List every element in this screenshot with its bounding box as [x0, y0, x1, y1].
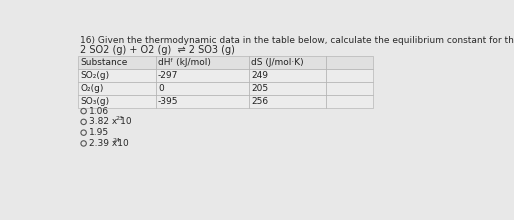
- Bar: [78, 82, 156, 95]
- Bar: [156, 56, 249, 69]
- Bar: [249, 82, 326, 95]
- Bar: [326, 56, 373, 69]
- Bar: [156, 69, 249, 82]
- Bar: [326, 82, 373, 95]
- Text: 249: 249: [251, 71, 268, 80]
- Text: dHᶠ (kJ/mol): dHᶠ (kJ/mol): [158, 58, 211, 67]
- Text: 1.06: 1.06: [89, 107, 109, 116]
- Bar: [78, 95, 156, 108]
- Bar: [156, 82, 249, 95]
- Bar: [78, 56, 156, 69]
- Text: SO₃(g): SO₃(g): [81, 97, 109, 106]
- Text: 0: 0: [158, 84, 164, 93]
- Text: 256: 256: [251, 97, 268, 106]
- Text: 1.95: 1.95: [89, 128, 109, 137]
- Text: 23: 23: [116, 116, 123, 121]
- Text: -395: -395: [158, 97, 178, 106]
- Text: 16) Given the thermodynamic data in the table below, calculate the equilibrium c: 16) Given the thermodynamic data in the …: [80, 36, 514, 45]
- Bar: [78, 69, 156, 82]
- Bar: [326, 69, 373, 82]
- Bar: [326, 95, 373, 108]
- Bar: [249, 95, 326, 108]
- Text: O₂(g): O₂(g): [81, 84, 104, 93]
- Bar: [249, 56, 326, 69]
- Text: 205: 205: [251, 84, 268, 93]
- Text: SO₂(g): SO₂(g): [81, 71, 109, 80]
- Bar: [249, 69, 326, 82]
- Text: 2.39 x10: 2.39 x10: [89, 139, 129, 148]
- Text: -297: -297: [158, 71, 178, 80]
- Text: Substance: Substance: [81, 58, 128, 67]
- Text: dS (J/mol·K): dS (J/mol·K): [251, 58, 304, 67]
- Text: 3.82 x 10: 3.82 x 10: [89, 117, 132, 126]
- Text: 2 SO2 (g) + O2 (g)  ⇌ 2 SO3 (g): 2 SO2 (g) + O2 (g) ⇌ 2 SO3 (g): [80, 45, 234, 55]
- Bar: [156, 95, 249, 108]
- Text: 24: 24: [113, 138, 121, 143]
